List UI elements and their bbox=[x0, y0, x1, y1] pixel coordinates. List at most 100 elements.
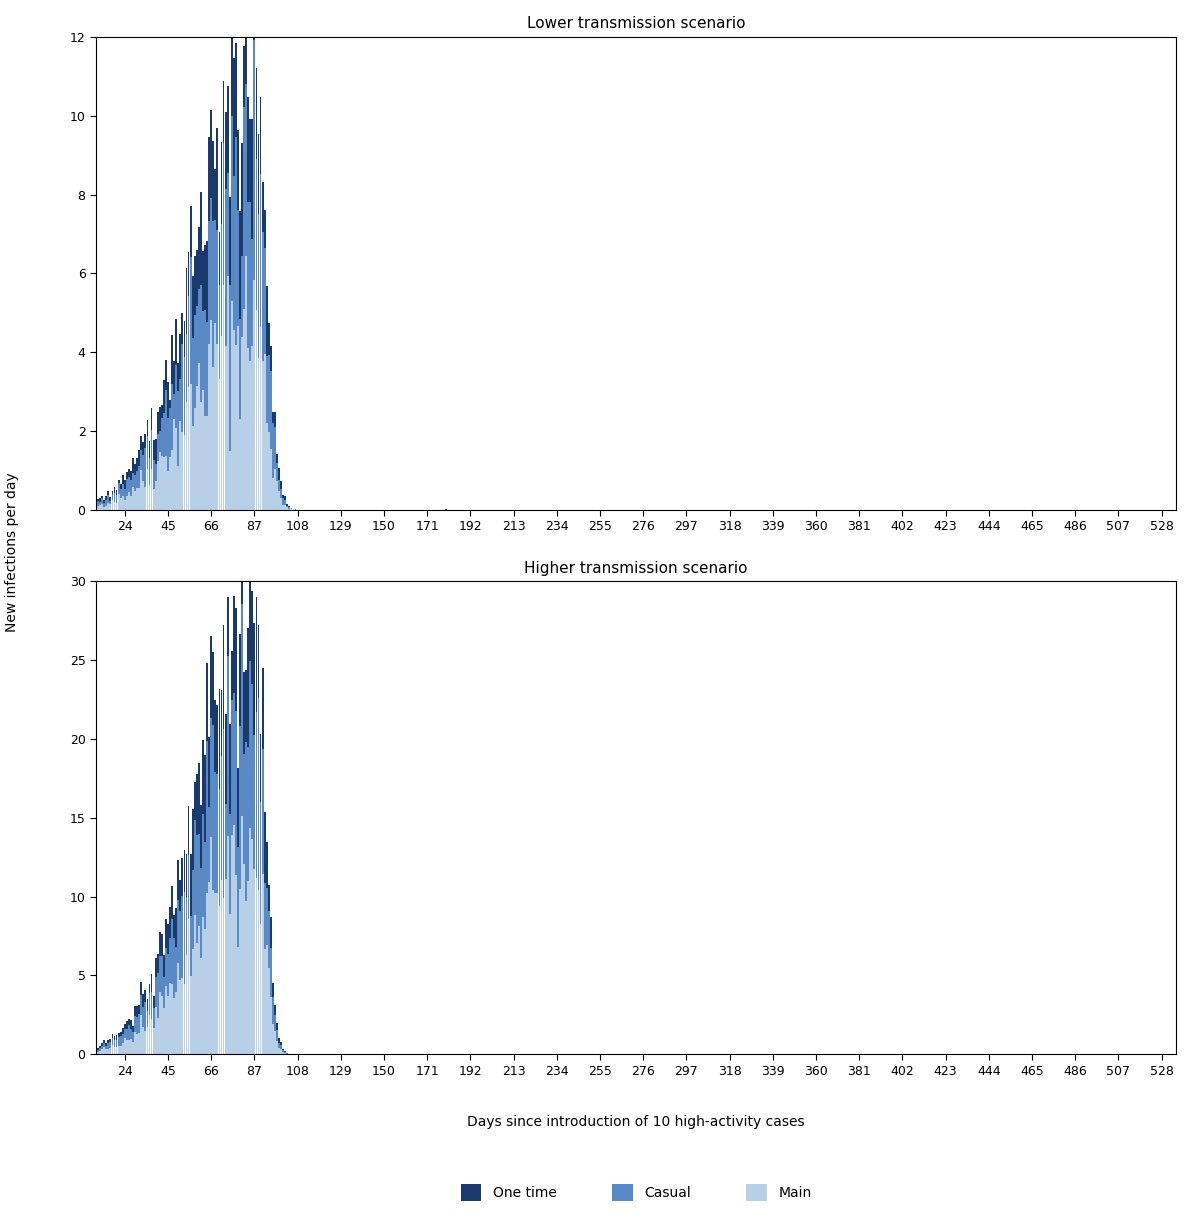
Bar bbox=[282, 1049, 284, 1052]
Bar bbox=[106, 1049, 107, 1054]
Bar bbox=[103, 1040, 106, 1043]
Bar bbox=[186, 268, 187, 335]
Bar bbox=[115, 503, 118, 510]
Bar bbox=[138, 1032, 140, 1054]
Text: Days since introduction of 10 high-activity cases: Days since introduction of 10 high-activ… bbox=[467, 1114, 805, 1129]
Bar bbox=[155, 977, 156, 1008]
Bar bbox=[264, 210, 265, 249]
Bar bbox=[103, 506, 106, 510]
Bar bbox=[204, 310, 206, 416]
Bar bbox=[101, 1043, 103, 1046]
Bar bbox=[187, 855, 190, 918]
Bar bbox=[144, 487, 146, 510]
Bar bbox=[173, 360, 175, 394]
Bar bbox=[258, 625, 259, 698]
Bar bbox=[126, 472, 127, 479]
Bar bbox=[194, 820, 196, 915]
Bar bbox=[238, 326, 239, 510]
Bar bbox=[268, 969, 270, 1054]
Bar bbox=[238, 948, 239, 1054]
Bar bbox=[134, 1007, 136, 1016]
Bar bbox=[282, 505, 284, 510]
Bar bbox=[272, 412, 274, 423]
Bar bbox=[175, 992, 178, 1054]
Bar bbox=[100, 1048, 101, 1051]
Bar bbox=[101, 495, 103, 498]
Bar bbox=[158, 452, 161, 510]
Bar bbox=[223, 897, 224, 1054]
Bar bbox=[212, 890, 214, 1054]
Bar bbox=[256, 712, 257, 878]
Bar bbox=[272, 478, 274, 510]
Bar bbox=[138, 488, 140, 510]
Bar bbox=[266, 423, 268, 510]
Bar bbox=[167, 418, 169, 471]
Bar bbox=[173, 394, 175, 419]
Bar bbox=[245, 901, 247, 1054]
Bar bbox=[284, 497, 286, 500]
Bar bbox=[175, 948, 178, 992]
Bar bbox=[247, 748, 250, 880]
Bar bbox=[259, 327, 262, 510]
Bar bbox=[266, 945, 268, 1054]
Bar bbox=[115, 490, 118, 494]
Bar bbox=[190, 855, 192, 916]
Bar bbox=[250, 202, 251, 360]
Bar bbox=[198, 763, 199, 834]
Bar bbox=[270, 370, 271, 450]
Bar bbox=[126, 495, 127, 510]
Bar bbox=[169, 983, 170, 1054]
Bar bbox=[146, 470, 149, 510]
Bar bbox=[252, 239, 253, 346]
Bar bbox=[101, 1049, 103, 1054]
Bar bbox=[128, 1040, 130, 1054]
Bar bbox=[167, 996, 169, 1054]
Bar bbox=[233, 693, 235, 825]
Bar bbox=[97, 1048, 98, 1049]
Bar bbox=[103, 1047, 106, 1054]
Bar bbox=[206, 416, 208, 510]
Bar bbox=[259, 924, 262, 1054]
Bar bbox=[108, 490, 109, 495]
Bar bbox=[130, 1040, 132, 1054]
Bar bbox=[181, 896, 184, 977]
Bar bbox=[256, 159, 257, 310]
Bar bbox=[224, 879, 227, 1054]
Bar bbox=[244, 47, 245, 108]
Bar bbox=[215, 219, 216, 324]
Bar bbox=[259, 174, 262, 327]
Bar bbox=[144, 1002, 146, 1031]
Bar bbox=[152, 1027, 155, 1054]
Bar bbox=[192, 276, 193, 338]
Bar bbox=[218, 906, 221, 1054]
Bar bbox=[235, 137, 236, 346]
Bar bbox=[126, 1040, 127, 1054]
Bar bbox=[278, 1037, 280, 1043]
Bar bbox=[216, 893, 218, 1054]
Bar bbox=[138, 1005, 140, 1014]
Bar bbox=[157, 954, 158, 972]
Bar bbox=[126, 479, 127, 495]
Bar bbox=[109, 497, 112, 501]
Bar bbox=[161, 406, 163, 418]
Bar bbox=[137, 1034, 138, 1054]
Bar bbox=[252, 839, 253, 1054]
Bar bbox=[106, 506, 107, 510]
Bar bbox=[209, 807, 210, 881]
Bar bbox=[128, 1020, 130, 1025]
Bar bbox=[250, 661, 251, 828]
Bar bbox=[186, 402, 187, 510]
Bar bbox=[258, 358, 259, 510]
Bar bbox=[143, 994, 144, 1007]
Bar bbox=[140, 470, 142, 510]
Bar bbox=[166, 948, 167, 986]
Bar bbox=[178, 391, 179, 466]
Bar bbox=[151, 408, 152, 429]
Bar bbox=[230, 25, 233, 116]
Bar bbox=[274, 412, 276, 428]
Bar bbox=[103, 1043, 106, 1047]
Bar bbox=[149, 983, 150, 993]
Bar bbox=[238, 211, 239, 326]
Bar bbox=[221, 755, 222, 880]
Bar bbox=[192, 870, 193, 949]
